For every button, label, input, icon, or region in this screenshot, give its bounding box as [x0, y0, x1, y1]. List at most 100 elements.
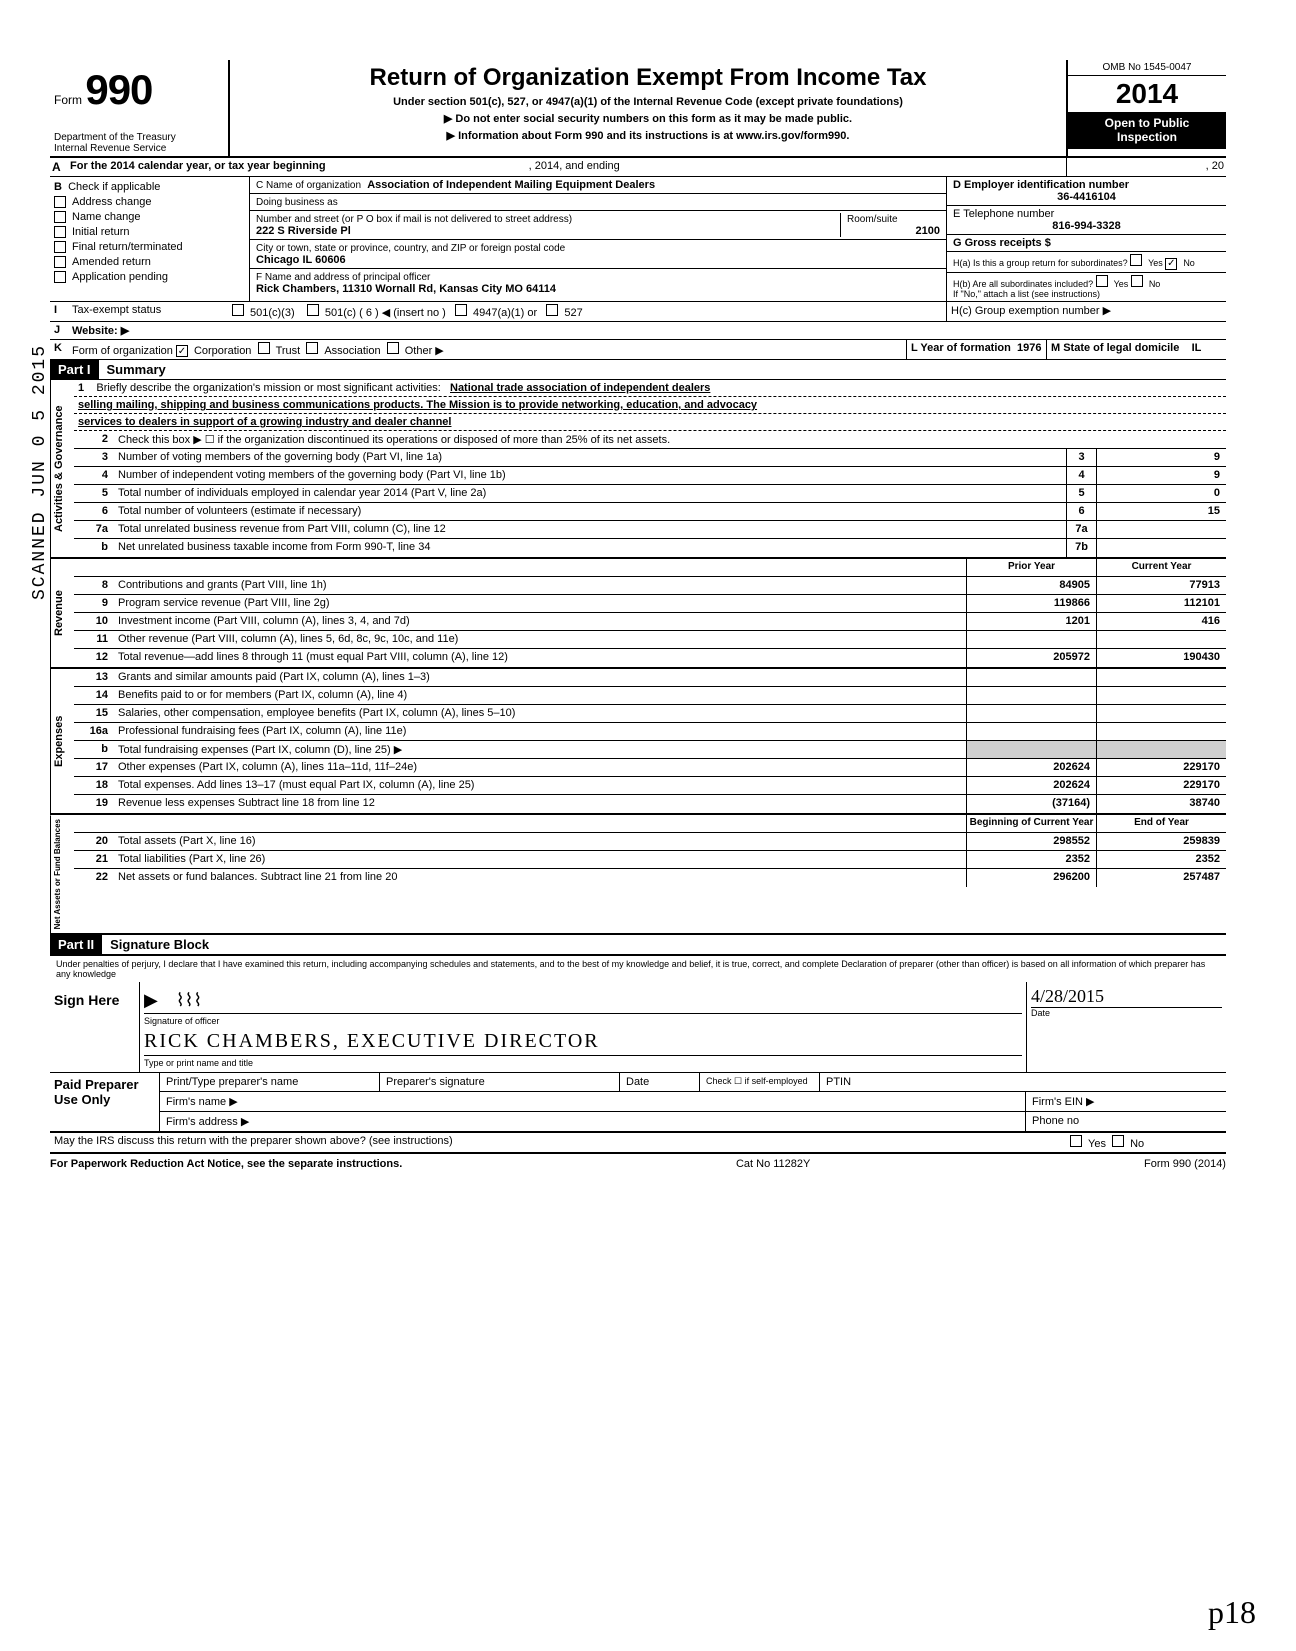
row-a-mid: , 2014, and ending — [529, 160, 620, 172]
cb-discuss-no[interactable] — [1112, 1135, 1124, 1147]
line-desc: Revenue less expenses Subtract line 18 f… — [114, 795, 966, 813]
main-title: Return of Organization Exempt From Incom… — [240, 64, 1056, 92]
cb-final-return[interactable] — [54, 241, 66, 253]
bal-line: 21 Total liabilities (Part X, line 26) 2… — [74, 851, 1226, 869]
section-balances: Net Assets or Fund Balances Beginning of… — [50, 815, 1226, 935]
label-k: K — [50, 340, 68, 360]
cb-corporation[interactable]: ✓ — [176, 345, 188, 357]
block-identity: B Check if applicable Address change Nam… — [50, 177, 1226, 302]
cb-4947[interactable] — [455, 304, 467, 316]
current-value: 229170 — [1096, 777, 1226, 794]
opt-trust: Trust — [276, 345, 301, 357]
open-public-2: Inspection — [1072, 130, 1222, 144]
line-desc: Total revenue—add lines 8 through 11 (mu… — [114, 649, 966, 667]
section-expenses: Expenses 13 Grants and similar amounts p… — [50, 669, 1226, 815]
line-desc: Total assets (Part X, line 16) — [114, 833, 966, 850]
label-j: J — [50, 322, 68, 339]
prior-value: 205972 — [966, 649, 1096, 667]
label-i: I — [50, 302, 68, 321]
current-value: 77913 — [1096, 577, 1226, 594]
footer-mid: Cat No 11282Y — [736, 1158, 810, 1170]
prior-value: 84905 — [966, 577, 1096, 594]
val-city: Chicago IL 60606 — [256, 254, 346, 266]
current-value — [1096, 741, 1226, 758]
prep-ptin-label: PTIN — [820, 1073, 1226, 1091]
line-desc: Grants and similar amounts paid (Part IX… — [114, 669, 966, 686]
part2-title: Signature Block — [102, 935, 217, 954]
line-value — [1096, 521, 1226, 538]
penalty-statement: Under penalties of perjury, I declare th… — [50, 956, 1226, 982]
row-a-text: For the 2014 calendar year, or tax year … — [70, 160, 326, 172]
cb-address-change[interactable] — [54, 196, 66, 208]
cb-501c3[interactable] — [232, 304, 244, 316]
lbl-gross-receipts: G Gross receipts $ — [953, 237, 1051, 249]
opt-other: Other ▶ — [405, 345, 444, 357]
cb-hb-yes[interactable] — [1096, 275, 1108, 287]
gov-line: 5 Total number of individuals employed i… — [74, 485, 1226, 503]
cb-hb-no[interactable] — [1131, 275, 1143, 287]
line-num: 16a — [74, 723, 114, 740]
cb-name-change[interactable] — [54, 211, 66, 223]
prior-value: 202624 — [966, 759, 1096, 776]
prep-date-label: Date — [620, 1073, 700, 1091]
lbl-hb: H(b) Are all subordinates included? — [953, 279, 1093, 289]
check-if-applicable: Check if applicable — [68, 181, 160, 193]
rev-line: 11 Other revenue (Part VIII, column (A),… — [74, 631, 1226, 649]
prep-firm-name-label: Firm's name ▶ — [160, 1092, 1026, 1111]
end-value: 259839 — [1096, 833, 1226, 850]
row-j: J Website: ▶ — [50, 322, 1226, 340]
val-ein: 36-4416104 — [953, 191, 1220, 203]
cb-association[interactable] — [306, 342, 318, 354]
gov-line: b Net unrelated business taxable income … — [74, 539, 1226, 557]
col-prior-year: Prior Year — [966, 559, 1096, 576]
cb-initial-return[interactable] — [54, 226, 66, 238]
current-value: 190430 — [1096, 649, 1226, 667]
opt-association: Association — [324, 345, 380, 357]
beginning-value: 296200 — [966, 869, 1096, 887]
footer: For Paperwork Reduction Act Notice, see … — [50, 1154, 1226, 1174]
row-a-end: , 20 — [1066, 158, 1226, 176]
beginning-value: 2352 — [966, 851, 1096, 868]
line-desc: Professional fundraising fees (Part IX, … — [114, 723, 966, 740]
prior-value: 202624 — [966, 777, 1096, 794]
opt-501c3: 501(c)(3) — [250, 307, 295, 319]
cb-discuss-yes[interactable] — [1070, 1135, 1082, 1147]
footer-right: Form 990 (2014) — [1144, 1158, 1226, 1170]
tax-year: 2014 — [1068, 76, 1226, 112]
line-num: 7a — [74, 521, 114, 538]
lbl-ha: H(a) Is this a group return for subordin… — [953, 258, 1128, 268]
current-value — [1096, 687, 1226, 704]
exp-line: 19 Revenue less expenses Subtract line 1… — [74, 795, 1226, 813]
lbl-hc: H(c) Group exemption number ▶ — [946, 302, 1226, 321]
current-value — [1096, 631, 1226, 648]
prior-value — [966, 631, 1096, 648]
cb-amended-return[interactable] — [54, 256, 66, 268]
lbl-hb-no: No — [1149, 279, 1161, 289]
beginning-value: 298552 — [966, 833, 1096, 850]
line-num: 11 — [74, 631, 114, 648]
sign-here-label: Sign Here — [50, 982, 140, 1072]
line-desc: Net unrelated business taxable income fr… — [114, 539, 1066, 557]
current-value — [1096, 723, 1226, 740]
form-header: Form 990 Department of the Treasury Inte… — [50, 60, 1226, 158]
line-box: 7a — [1066, 521, 1096, 538]
omb-number: OMB No 1545-0047 — [1068, 60, 1226, 76]
cb-trust[interactable] — [258, 342, 270, 354]
lbl-dba: Doing business as — [256, 197, 338, 208]
dept-irs: Internal Revenue Service — [54, 143, 220, 154]
cb-ha-yes[interactable] — [1130, 254, 1142, 266]
line-value — [1096, 539, 1226, 557]
sig-officer-label: Signature of officer — [144, 1016, 1022, 1026]
cb-ha-no[interactable]: ✓ — [1165, 258, 1177, 270]
row-i: I Tax-exempt status 501(c)(3) 501(c) ( 6… — [50, 302, 1226, 322]
prep-firm-addr-label: Firm's address ▶ — [160, 1112, 1026, 1131]
line-desc: Program service revenue (Part VIII, line… — [114, 595, 966, 612]
cb-501c[interactable] — [307, 304, 319, 316]
exp-line: b Total fundraising expenses (Part IX, c… — [74, 741, 1226, 759]
cb-527[interactable] — [546, 304, 558, 316]
line-desc: Total number of volunteers (estimate if … — [114, 503, 1066, 520]
current-value: 38740 — [1096, 795, 1226, 813]
cb-other[interactable] — [387, 342, 399, 354]
current-value: 416 — [1096, 613, 1226, 630]
cb-application-pending[interactable] — [54, 271, 66, 283]
